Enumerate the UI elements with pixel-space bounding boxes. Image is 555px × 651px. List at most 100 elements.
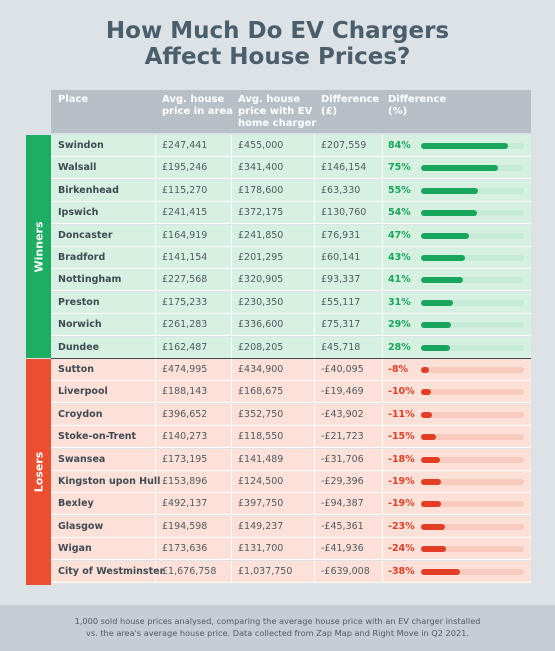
column-separator: [382, 403, 383, 426]
column-separator: [382, 336, 383, 359]
footer-note: 1,000 sold house prices analysed, compar…: [0, 605, 555, 651]
difference-cell: -£29,396: [321, 476, 364, 487]
winner-row: Preston £175,233 £230,350 £55,117 31%: [51, 291, 531, 314]
ev-price-cell: £118,550: [238, 431, 284, 443]
header-pct: Difference (%): [388, 94, 446, 118]
loser-row: Sutton £474,995 £434,900 -£40,095 -8%: [51, 359, 531, 381]
place-cell: Walsall: [58, 162, 97, 174]
column-separator: [314, 471, 315, 493]
place-cell: Glasgow: [58, 520, 104, 532]
avg-price-cell: £188,143: [162, 386, 208, 398]
column-separator: [155, 493, 156, 516]
ev-price-cell: £241,850: [238, 229, 284, 241]
difference-cell: -£45,361: [321, 520, 364, 532]
pct-bar-track: [421, 479, 524, 485]
ev-price-cell: £352,750: [238, 408, 284, 420]
column-separator: [231, 471, 232, 493]
pct-label: 84%: [388, 140, 411, 151]
ev-price-cell: £168,675: [238, 386, 284, 398]
avg-price-cell: £173,195: [162, 453, 208, 465]
loser-row: Kingston upon Hull £153,896 £124,500 -£29,3…: [51, 471, 531, 493]
header-diff-line2: (£): [321, 106, 338, 117]
avg-price-cell: £474,995: [162, 364, 208, 375]
place-cell: Bexley: [58, 498, 94, 510]
avg-price-cell: £396,652: [162, 408, 208, 420]
column-separator: [155, 560, 156, 583]
avg-price-cell: £195,246: [162, 162, 208, 174]
difference-cell: £63,330: [321, 184, 361, 196]
winner-row: Ipswich £241,415 £372,175 £130,760 54%: [51, 202, 531, 225]
column-separator: [314, 359, 315, 381]
difference-cell: £76,931: [321, 229, 361, 241]
difference-cell: £45,718: [321, 341, 361, 353]
column-separator: [314, 314, 315, 337]
pct-bar: [421, 165, 499, 172]
avg-price-cell: £141,154: [162, 252, 208, 263]
column-separator: [231, 381, 232, 404]
pct-label: -15%: [388, 431, 415, 443]
place-cell: Ipswich: [58, 207, 99, 219]
column-separator: [382, 560, 383, 583]
place-cell: Doncaster: [58, 229, 113, 241]
pct-bar: [421, 456, 440, 463]
header-avg-price: Avg. house price in area: [162, 94, 233, 118]
avg-price-cell: £175,233: [162, 296, 208, 308]
pct-label: 47%: [388, 229, 411, 241]
header-ev-price-line1: Avg. house: [238, 94, 301, 105]
column-separator: [155, 538, 156, 561]
avg-price-cell: £164,919: [162, 229, 208, 241]
difference-cell: -£41,936: [321, 543, 364, 555]
ev-price-cell: £372,175: [238, 207, 284, 219]
loser-row: Stoke-on-Trent £140,273 £118,550 -£21,723 -1…: [51, 426, 531, 449]
ev-price-cell: £397,750: [238, 498, 284, 510]
winner-row: Swindon £247,441 £455,000 £207,559 84%: [51, 135, 531, 157]
pct-label: 41%: [388, 274, 411, 286]
pct-bar-track: [421, 165, 524, 172]
place-cell: Bradford: [58, 252, 106, 263]
avg-price-cell: £247,441: [162, 140, 208, 151]
column-separator: [382, 515, 383, 538]
pct-label: -11%: [388, 408, 415, 420]
column-separator: [155, 403, 156, 426]
header-diff-line1: Difference: [321, 94, 380, 105]
winner-row: Bradford £141,154 £201,295 £60,141 43%: [51, 247, 531, 269]
column-separator: [314, 247, 315, 269]
pct-bar-track: [421, 299, 524, 306]
ev-price-cell: £201,295: [238, 252, 284, 263]
column-separator: [231, 426, 232, 449]
pct-bar: [421, 143, 508, 149]
column-separator: [382, 493, 383, 516]
pct-bar: [421, 277, 464, 284]
column-separator: [314, 224, 315, 247]
winner-row: Nottingham £227,568 £320,905 £93,337 41%: [51, 269, 531, 292]
pct-bar: [421, 232, 470, 239]
column-separator: [155, 515, 156, 538]
pct-bar-track: [421, 210, 524, 217]
column-separator: [155, 157, 156, 180]
place-cell: Preston: [58, 296, 100, 308]
column-separator: [231, 291, 232, 314]
header-avg-price-line2: price in area: [162, 106, 233, 117]
winner-row: Birkenhead £115,270 £178,600 £63,330 55%: [51, 179, 531, 202]
column-separator: [155, 179, 156, 202]
difference-cell: -£31,706: [321, 453, 364, 465]
header-pct-line1: Difference: [388, 94, 447, 105]
loser-row: Glasgow £194,598 £149,237 -£45,361 -23%: [51, 515, 531, 538]
column-separator: [155, 291, 156, 314]
column-separator: [314, 515, 315, 538]
header-ev-price: Avg. house price with EV home charger: [238, 94, 316, 130]
pct-bar-track: [421, 255, 524, 261]
header-diff: Difference (£): [321, 94, 379, 118]
column-separator: [382, 426, 383, 449]
header-avg-price-line1: Avg. house: [162, 94, 225, 105]
column-separator: [155, 471, 156, 493]
column-separator: [382, 202, 383, 225]
loser-row: Swansea £173,195 £141,489 -£31,706 -18%: [51, 448, 531, 471]
column-separator: [231, 560, 232, 583]
column-separator: [382, 157, 383, 180]
ev-price-cell: £455,000: [238, 140, 284, 151]
column-separator: [231, 359, 232, 381]
pct-bar-track: [421, 523, 524, 530]
pct-label: -24%: [388, 543, 415, 555]
pct-bar: [421, 389, 432, 396]
